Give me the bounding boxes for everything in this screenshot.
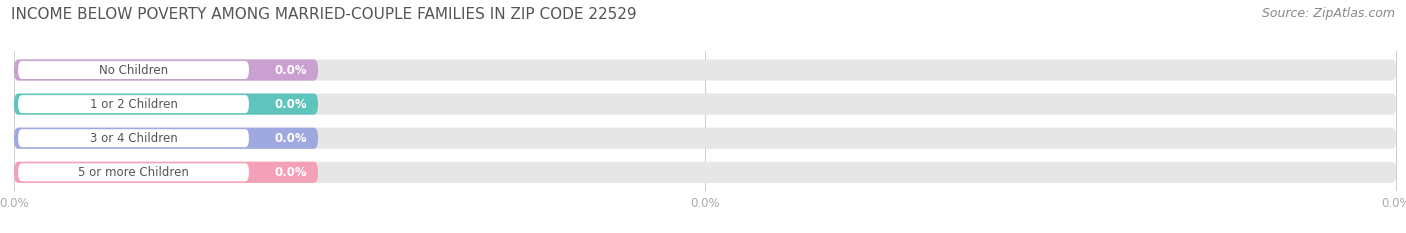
Text: 5 or more Children: 5 or more Children bbox=[79, 166, 188, 179]
Text: 0.0%: 0.0% bbox=[274, 132, 307, 145]
Text: 1 or 2 Children: 1 or 2 Children bbox=[90, 98, 177, 111]
FancyBboxPatch shape bbox=[14, 59, 1396, 81]
FancyBboxPatch shape bbox=[14, 128, 318, 149]
Text: No Children: No Children bbox=[98, 64, 169, 76]
FancyBboxPatch shape bbox=[14, 162, 318, 183]
FancyBboxPatch shape bbox=[14, 93, 318, 115]
FancyBboxPatch shape bbox=[14, 162, 1396, 183]
Text: 3 or 4 Children: 3 or 4 Children bbox=[90, 132, 177, 145]
Text: 0.0%: 0.0% bbox=[274, 64, 307, 76]
FancyBboxPatch shape bbox=[18, 95, 249, 113]
FancyBboxPatch shape bbox=[14, 128, 1396, 149]
Text: 0.0%: 0.0% bbox=[274, 166, 307, 179]
FancyBboxPatch shape bbox=[14, 59, 318, 81]
FancyBboxPatch shape bbox=[18, 61, 249, 79]
Text: Source: ZipAtlas.com: Source: ZipAtlas.com bbox=[1261, 7, 1395, 20]
FancyBboxPatch shape bbox=[18, 129, 249, 147]
FancyBboxPatch shape bbox=[18, 163, 249, 181]
Text: INCOME BELOW POVERTY AMONG MARRIED-COUPLE FAMILIES IN ZIP CODE 22529: INCOME BELOW POVERTY AMONG MARRIED-COUPL… bbox=[11, 7, 637, 22]
Text: 0.0%: 0.0% bbox=[274, 98, 307, 111]
FancyBboxPatch shape bbox=[14, 93, 1396, 115]
